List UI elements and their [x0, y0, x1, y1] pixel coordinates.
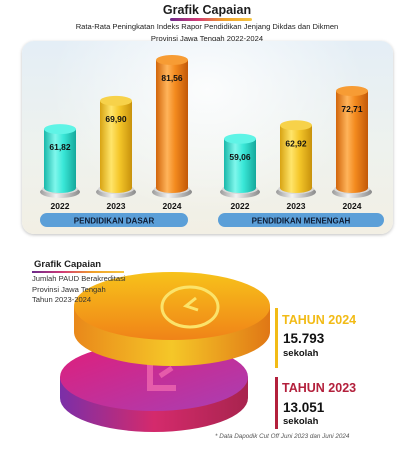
year-2024-label: TAHUN 2024: [282, 313, 357, 327]
x-tick-label-0-2: 2024: [163, 201, 182, 211]
chart2-subtitle-line2: Provinsi Jawa Tengah: [32, 284, 106, 294]
x-tick-label-1-2: 2024: [343, 201, 362, 211]
bar-1-1: [280, 125, 312, 193]
bar-top-0-1: [100, 95, 132, 106]
bar-0-0: [44, 129, 76, 193]
bar-value-label-0-0: 61,82: [49, 142, 71, 152]
chart2-subtitle-line3: Tahun 2023-2024: [32, 295, 92, 304]
bar-top-0-2: [156, 55, 188, 66]
bar-top-1-1: [280, 120, 312, 131]
bar-top-1-2: [336, 86, 368, 97]
bar-top-1-0: [224, 133, 256, 144]
chart1-subtitle: Rata-Rata Peningkatan Indeks Rapor Pendi…: [0, 21, 414, 45]
bar-0-2: [156, 60, 188, 193]
title-underline: [170, 18, 252, 21]
x-tick-label-0-0: 2022: [51, 201, 70, 211]
group-label-menengah: PENDIDIKAN MENENGAH: [252, 217, 351, 226]
group-pill-menengah: [218, 213, 384, 227]
disc-2024: [74, 272, 270, 366]
clock-icon: [160, 285, 220, 329]
bar-value-label-0-1: 69,90: [105, 114, 127, 124]
year-2023-label: TAHUN 2023: [282, 381, 357, 395]
chart2-title-underline: [32, 271, 124, 273]
bar-0-1: [100, 100, 132, 193]
bar-value-label-0-2: 81,56: [161, 73, 183, 83]
chart2-title: Grafik Capaian: [34, 259, 102, 270]
bar-value-label-1-0: 59,06: [229, 152, 251, 162]
footnote: * Data Dapodik Cut Off Juni 2023 dan Jun…: [215, 433, 350, 440]
chart1-title: Grafik Capaian: [162, 3, 252, 17]
x-tick-label-1-1: 2023: [287, 201, 306, 211]
value-2024: 15.793: [283, 331, 325, 346]
x-tick-label-0-1: 2023: [107, 201, 126, 211]
bar-top-0-0: [44, 124, 76, 135]
chart1-subtitle-line2: Provinsi Jawa Tengah 2022-2024: [150, 34, 264, 43]
x-tick-label-1-0: 2022: [231, 201, 250, 211]
bar-value-label-1-2: 72,71: [341, 104, 363, 114]
chart-panel-glow: [22, 41, 393, 234]
value-2023: 13.051: [283, 400, 325, 415]
bar-1-0: [224, 138, 256, 193]
bar-value-label-1-1: 62,92: [285, 138, 307, 148]
separator-2023: [275, 377, 278, 429]
unit-2024: sekolah: [283, 348, 319, 359]
chart2-subtitle: Jumlah PAUD Berakreditasi Provinsi Jawa …: [32, 274, 126, 306]
chart2-subtitle-line1: Jumlah PAUD Berakreditasi: [32, 274, 126, 283]
group-pill-dasar: [40, 213, 188, 227]
chart1-subtitle-line1: Rata-Rata Peningkatan Indeks Rapor Pendi…: [75, 22, 339, 31]
separator-2024: [275, 308, 278, 368]
group-label-dasar: PENDIDIKAN DASAR: [74, 217, 155, 226]
bar-1-2: [336, 91, 368, 193]
unit-2023: sekolah: [283, 416, 319, 427]
